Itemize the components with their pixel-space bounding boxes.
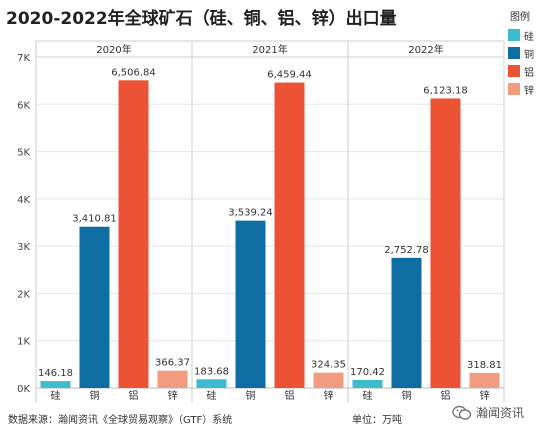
- bar-value-label: 6,123.18: [423, 85, 468, 96]
- bar: [79, 226, 110, 388]
- y-tick-label: 7K: [17, 53, 30, 64]
- legend-label: 铝: [524, 67, 534, 79]
- watermark: 瀚闻资讯: [452, 404, 524, 421]
- unit-note: 单位：万吨: [352, 415, 402, 426]
- watermark-text: 瀚闻资讯: [476, 406, 525, 420]
- y-tick-label: 6K: [17, 100, 30, 111]
- bar: [391, 257, 422, 388]
- y-tick-label: 0K: [17, 384, 30, 395]
- bar-value-label: 3,539.24: [228, 208, 273, 219]
- legend: 图例 硅铜铝锌: [508, 8, 554, 98]
- bar: [274, 82, 305, 389]
- legend-item: 铝: [508, 62, 554, 80]
- bar-value-label: 146.18: [38, 368, 73, 379]
- y-tick-label: 5K: [17, 148, 30, 159]
- x-category-label: 铝: [441, 390, 451, 402]
- x-category-label: 锌: [480, 389, 490, 402]
- panel-header: 2022年: [408, 43, 443, 56]
- bar: [430, 98, 461, 388]
- y-tick-label: 4K: [17, 195, 30, 206]
- bar: [118, 80, 149, 388]
- legend-item: 铜: [508, 44, 554, 62]
- bar-value-label: 366.37: [155, 358, 190, 369]
- panel-header: 2021年: [252, 43, 287, 56]
- chart-title: 2020-2022年全球矿石（硅、铜、铝、锌）出口量: [6, 9, 397, 29]
- legend-swatch: [508, 29, 520, 41]
- bar: [40, 381, 71, 388]
- x-category-label: 硅: [363, 389, 373, 402]
- bar-value-label: 183.68: [194, 366, 229, 377]
- bar: [157, 370, 188, 388]
- panel-header: 2020年: [96, 43, 131, 56]
- bar: [235, 220, 266, 388]
- x-category-label: 铜: [90, 390, 100, 402]
- x-category-label: 硅: [207, 389, 217, 402]
- bar: [196, 379, 227, 388]
- bar-value-label: 3,410.81: [72, 214, 117, 225]
- bar: [313, 372, 344, 388]
- wechat-icon: [452, 405, 472, 420]
- bar-value-label: 324.35: [311, 360, 346, 371]
- legend-label: 铜: [524, 49, 534, 61]
- x-category-label: 铜: [246, 390, 256, 402]
- x-category-label: 铝: [129, 390, 139, 402]
- bar-value-label: 2,752.78: [384, 245, 429, 256]
- y-tick-label: 3K: [17, 242, 30, 253]
- legend-item: 锌: [508, 80, 554, 98]
- bar-value-label: 318.81: [467, 360, 502, 371]
- legend-label: 硅: [524, 31, 534, 43]
- y-tick-label: 2K: [17, 289, 30, 300]
- bar: [469, 372, 500, 388]
- legend-label: 锌: [524, 85, 534, 97]
- x-category-label: 铝: [285, 390, 295, 402]
- legend-title: 图例: [510, 12, 530, 23]
- bar-value-label: 6,506.84: [111, 67, 156, 78]
- data-source-note: 数据来源：瀚闻资讯《全球贸易观察》（GTF）系统: [8, 415, 233, 426]
- legend-item: 硅: [508, 26, 554, 44]
- legend-swatch: [508, 83, 520, 95]
- bar: [352, 379, 383, 388]
- legend-swatch: [508, 47, 520, 59]
- x-category-label: 锌: [324, 389, 334, 402]
- x-category-label: 铜: [402, 390, 412, 402]
- bar-value-label: 170.42: [350, 367, 385, 378]
- x-category-label: 锌: [168, 389, 178, 402]
- bar-value-label: 6,459.44: [267, 70, 312, 81]
- legend-swatch: [508, 65, 520, 77]
- x-category-label: 硅: [51, 389, 61, 402]
- y-tick-label: 1K: [17, 337, 30, 348]
